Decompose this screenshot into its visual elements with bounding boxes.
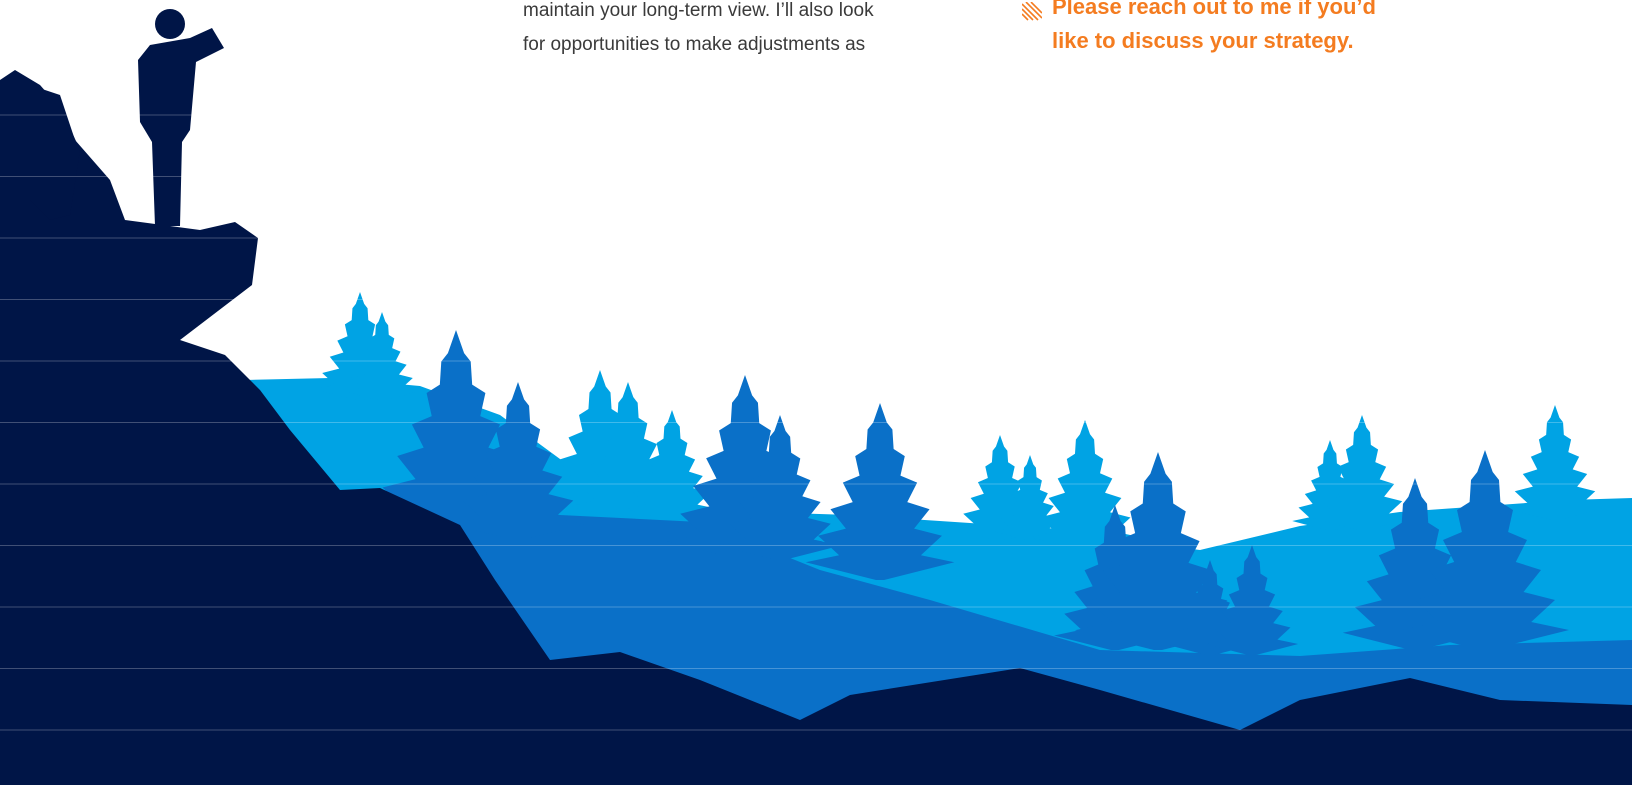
callout-icon [1022, 2, 1042, 21]
tree [451, 382, 585, 540]
tree [1313, 415, 1411, 530]
tree [1205, 545, 1299, 655]
scan-lines [0, 114, 1632, 731]
body-paragraph: maintain your long-term view. I’ll also … [523, 0, 874, 62]
callout-line: like to discuss your strategy. [1052, 28, 1354, 53]
tree [719, 415, 841, 560]
tree [1401, 450, 1569, 650]
tree [805, 403, 955, 580]
tree [625, 410, 719, 520]
mid-trees [367, 330, 1569, 655]
body-line: for opportunities to make adjustments as [523, 34, 866, 55]
tree [345, 312, 419, 400]
body-line: maintain your long-term view. I’ll also … [523, 0, 874, 21]
callout-line: Please reach out to me if you’d [1052, 0, 1376, 19]
light-trees [314, 292, 1604, 550]
tree [1506, 405, 1604, 520]
cliff [0, 9, 1632, 785]
callout-text: Please reach out to me if you’d like to … [1052, 0, 1376, 58]
